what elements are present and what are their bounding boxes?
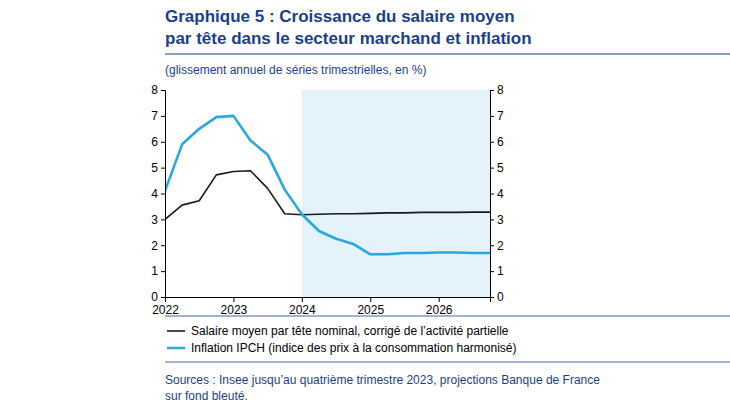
tick: 5 — [490, 161, 504, 175]
tick-mark — [439, 297, 440, 302]
tick-label: 4 — [151, 187, 158, 201]
tick-label: 2024 — [289, 303, 316, 317]
tick-mark — [490, 245, 494, 246]
tick: 6 — [490, 135, 504, 149]
tick: 7 — [490, 109, 504, 123]
tick: 2023 — [221, 297, 248, 317]
projection-shading — [302, 90, 490, 297]
tick: 5 — [151, 161, 165, 175]
tick-label: 2 — [497, 239, 504, 253]
tick-mark — [161, 219, 165, 220]
tick-label: 2026 — [426, 303, 453, 317]
tick: 1 — [490, 264, 504, 278]
tick-label: 3 — [151, 213, 158, 227]
tick-mark — [302, 297, 303, 302]
axis-line — [491, 91, 495, 298]
tick: 8 — [151, 83, 165, 97]
source: sur fond bleuté. — [165, 389, 248, 403]
title-rule — [165, 54, 730, 55]
tick-mark — [161, 271, 165, 272]
legend-label: Inflation IPCH (indice des prix à la con… — [191, 341, 516, 355]
tick-label: 5 — [497, 161, 504, 175]
tick-mark — [490, 219, 494, 220]
legend-swatch — [167, 330, 185, 332]
tick: 3 — [490, 213, 504, 227]
plot-area — [165, 90, 490, 297]
tick-label: 0 — [497, 290, 504, 304]
tick: 2025 — [357, 297, 384, 317]
chart: Graphique 5 : Croissance du salaire moye… — [0, 0, 730, 410]
y-axis-right: 0 1 2 3 4 5 6 7 8 — [490, 83, 504, 304]
tick: 2024 — [289, 297, 316, 317]
tick-label: 8 — [497, 83, 504, 97]
tick: 0 — [490, 290, 504, 304]
tick-label: 2022 — [152, 303, 179, 317]
tick-label: 2025 — [357, 303, 384, 317]
series-line — [165, 116, 490, 254]
legend-swatch — [167, 347, 185, 350]
tick-mark — [161, 297, 165, 298]
tick-mark — [490, 142, 494, 143]
tick-label: 4 — [497, 187, 504, 201]
tick: 8 — [490, 83, 504, 97]
tick-label: 3 — [497, 213, 504, 227]
tick-mark — [161, 90, 165, 91]
tick: 2 — [151, 239, 165, 253]
legend-rule — [165, 316, 730, 317]
title: par tête dans le secteur marchand et inf… — [165, 29, 532, 48]
tick: 7 — [151, 109, 165, 123]
tick: 4 — [151, 187, 165, 201]
tick-mark — [490, 168, 494, 169]
tick-label: 5 — [151, 161, 158, 175]
tick-mark — [490, 90, 494, 91]
tick-label: 7 — [151, 109, 158, 123]
x-axis: 2022 2023 2024 2025 2026 — [152, 297, 490, 317]
tick-mark — [161, 142, 165, 143]
tick-mark — [161, 245, 165, 246]
tick-label: 2023 — [221, 303, 248, 317]
legend-label: Salaire moyen par tête nominal, corrigé … — [191, 324, 509, 338]
source-rule — [165, 362, 730, 363]
tick-label: 6 — [497, 135, 504, 149]
tick: 4 — [490, 187, 504, 201]
tick-mark — [490, 194, 494, 195]
tick-label: 1 — [497, 264, 504, 278]
tick-label: 7 — [497, 109, 504, 123]
tick-mark — [161, 116, 165, 117]
tick-mark — [165, 297, 166, 302]
tick: 2026 — [426, 297, 453, 317]
tick-label: 8 — [151, 83, 158, 97]
tick-label: 1 — [151, 264, 158, 278]
series-line — [165, 171, 490, 220]
tick: 1 — [151, 264, 165, 278]
tick: 3 — [151, 213, 165, 227]
tick-label: 2 — [151, 239, 158, 253]
tick-mark — [161, 168, 165, 169]
tick-mark — [490, 271, 494, 272]
source: Sources : Insee jusqu’au quatrième trime… — [165, 373, 600, 387]
tick: 6 — [151, 135, 165, 149]
tick: 2022 — [152, 297, 179, 317]
tick-label: 6 — [151, 135, 158, 149]
tick-mark — [161, 194, 165, 195]
title: Graphique 5 : Croissance du salaire moye… — [165, 7, 515, 26]
tick: 2 — [490, 239, 504, 253]
tick-mark — [233, 297, 234, 302]
y-axis-left: 012345678 — [151, 83, 165, 304]
axis-line — [161, 91, 166, 298]
tick-mark — [490, 116, 494, 117]
subtitle: (glissement annuel de séries trimestriel… — [165, 63, 426, 77]
axis-line — [166, 298, 491, 303]
tick-mark — [370, 297, 371, 302]
